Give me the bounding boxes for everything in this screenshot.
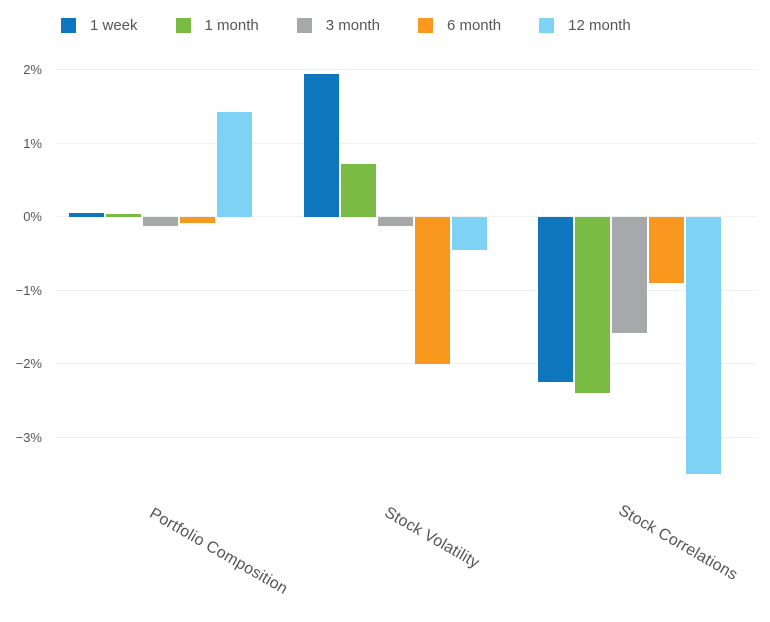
y-axis-tick-label: −1%	[15, 282, 42, 298]
bar-1-month-stock-correlations[interactable]	[575, 216, 610, 393]
legend-swatch-icon	[296, 17, 312, 33]
legend-swatch-icon	[539, 17, 555, 33]
legend-swatch-icon	[417, 17, 433, 33]
legend-label: 6 month	[446, 16, 502, 34]
legend-item-3-month[interactable]: 3 month	[296, 16, 380, 34]
gridline-−1%	[55, 289, 757, 291]
bar-3-month-stock-volatility[interactable]	[378, 216, 413, 226]
legend-swatch-icon	[175, 17, 191, 33]
bar-6-month-stock-volatility[interactable]	[415, 216, 450, 364]
y-axis-tick-label: 2%	[23, 62, 42, 77]
gridline-1%	[55, 142, 757, 144]
bar-6-month-portfolio-composition[interactable]	[180, 216, 215, 223]
gridline-−3%	[55, 436, 757, 438]
legend-label: 1 month	[204, 16, 259, 34]
bar-1-month-portfolio-composition[interactable]	[106, 213, 141, 217]
y-axis-tick-label: −2%	[15, 356, 42, 371]
legend-label: 3 month	[325, 16, 380, 34]
y-axis-tick-label: 0%	[23, 209, 42, 224]
bar-6-month-stock-correlations[interactable]	[649, 216, 684, 283]
bar-1-month-stock-volatility[interactable]	[341, 163, 376, 217]
legend-item-1-month[interactable]: 1 month	[175, 16, 259, 34]
bar-12-month-stock-volatility[interactable]	[452, 216, 487, 250]
legend-item-6-month[interactable]: 6 month	[417, 16, 502, 34]
bar-3-month-stock-correlations[interactable]	[612, 216, 647, 333]
y-axis-tick-label: 1%	[23, 135, 42, 151]
legend-item-1-week[interactable]: 1 week	[61, 17, 138, 34]
legend-label: 1 week	[90, 16, 138, 34]
chart-legend: 1 week 1 month 3 month 6 month 12 month	[61, 14, 631, 36]
bar-1-week-portfolio-composition[interactable]	[69, 212, 104, 217]
gridline-−2%	[55, 363, 757, 364]
bar-12-month-stock-correlations[interactable]	[686, 216, 721, 474]
bar-12-month-portfolio-composition[interactable]	[217, 111, 252, 217]
bar-3-month-portfolio-composition[interactable]	[143, 216, 178, 226]
legend-item-12-month[interactable]: 12 month	[539, 17, 631, 34]
legend-label: 12 month	[568, 16, 631, 34]
legend-swatch-icon	[61, 17, 76, 33]
x-axis-category-label-portfolio-composition: Portfolio Composition	[146, 505, 291, 598]
bar-1-week-stock-volatility[interactable]	[304, 73, 339, 217]
x-axis-category-label-stock-volatility: Stock Volatility	[381, 504, 483, 572]
bar-1-week-stock-correlations[interactable]	[538, 216, 573, 382]
gridline-2%	[55, 69, 757, 70]
y-axis-tick-label: −3%	[15, 429, 42, 445]
x-axis-category-label-stock-correlations: Stock Correlations	[615, 502, 741, 584]
